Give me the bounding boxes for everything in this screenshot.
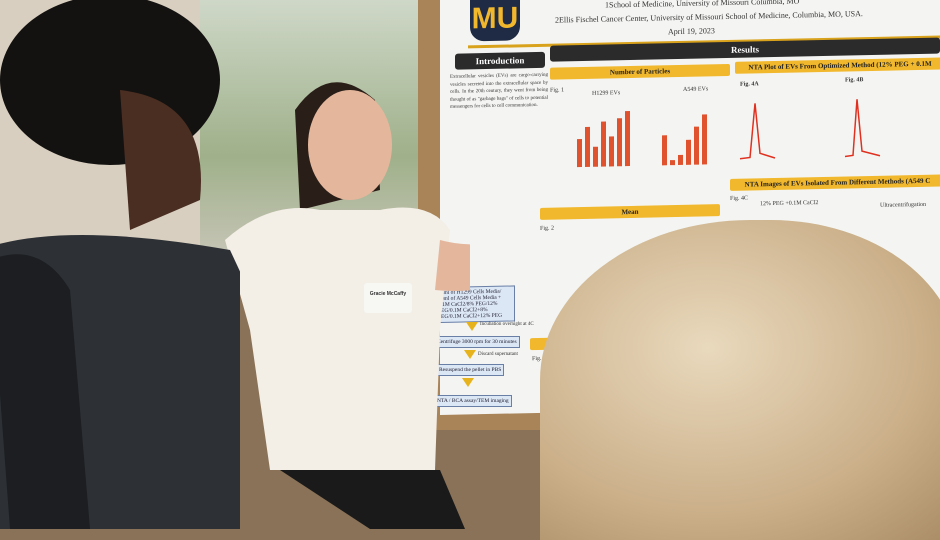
student-face [120, 90, 201, 230]
fig4b-label: Fig. 4B [845, 77, 864, 84]
ultracentrifugation-label: Ultracentrifugation [880, 201, 926, 209]
backpack-strap [0, 254, 90, 529]
affiliation-2: 2Ellis Fischel Cancer Center, University… [555, 9, 863, 25]
fig4c-label: Fig. 4C [730, 195, 749, 202]
presenter-blouse [225, 207, 450, 470]
flow-arrow-icon [462, 378, 474, 387]
bar [670, 160, 675, 166]
bar [662, 135, 667, 166]
presenter-skirt [280, 470, 465, 529]
bar [694, 126, 699, 165]
nta-curve-4b [844, 99, 881, 158]
bar [601, 121, 606, 167]
presenter-face [308, 90, 392, 200]
bar [609, 136, 614, 167]
name-badge: Gracie McCaffy [364, 283, 412, 313]
peg-label: 12% PEG +0.1M CaCl2 [760, 200, 819, 208]
research-poster: MU 1School of Medicine, University of Mi… [440, 0, 940, 416]
a549-bar-chart [660, 104, 720, 166]
fig4a-label: Fig. 4A [740, 81, 759, 88]
mu-logo: MU [470, 0, 520, 42]
bar [577, 139, 582, 168]
student-left [0, 0, 240, 529]
bar [625, 111, 630, 167]
bar [617, 118, 622, 167]
nta-plot-heading: NTA Plot of EVs From Optimized Method (1… [735, 57, 940, 74]
nta-size-distribution-plots [739, 99, 881, 160]
logo-text: MU [471, 1, 519, 36]
flow-step-2: Centrifuge 3000 rpm for 30 minutes [434, 336, 520, 348]
presenter [225, 82, 470, 529]
h1299-label: H1299 EVs [592, 90, 621, 97]
h1299-bar-chart [575, 106, 635, 168]
mean-heading: Mean [540, 204, 720, 220]
fig2-label: Fig. 2 [540, 225, 555, 232]
a549-label: A549 EVs [683, 86, 709, 93]
blonde-attendee-head [540, 220, 940, 540]
nta-images-heading: NTA Images of EVs Isolated From Differen… [730, 174, 940, 191]
flow-note-2: Discard supernatant [478, 352, 518, 357]
poster-date: April 19, 2023 [668, 26, 715, 37]
bar [585, 126, 590, 167]
flow-arrow-icon [464, 350, 476, 359]
flow-arrow-icon [466, 322, 478, 331]
number-of-particles-heading: Number of Particles [550, 63, 730, 80]
introduction-heading: Introduction [455, 51, 545, 70]
flow-note-1: Incubation overnight at 4C [480, 322, 534, 327]
nta-curve-4a [739, 103, 776, 160]
bar [686, 139, 691, 165]
affiliation-1: 1School of Medicine, University of Misso… [605, 0, 800, 10]
bar [702, 114, 707, 165]
name-badge-text: Gracie McCaffy [369, 291, 407, 297]
bar [678, 154, 683, 166]
presenter-arm [435, 240, 470, 291]
fig1-label: Fig. 1 [550, 87, 565, 94]
bar [593, 146, 598, 167]
